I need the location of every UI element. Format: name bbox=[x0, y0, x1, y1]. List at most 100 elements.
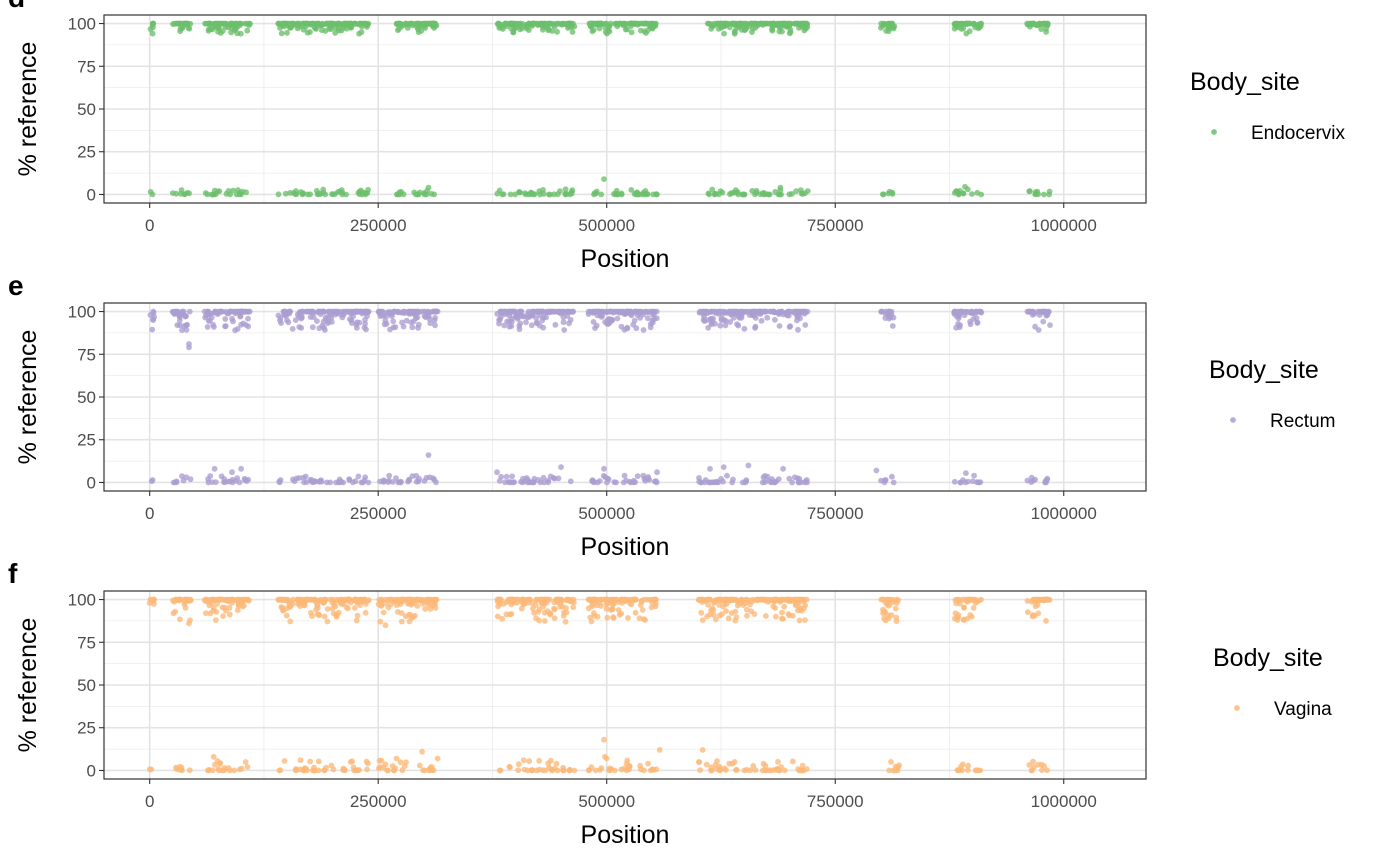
data-point bbox=[772, 316, 778, 323]
data-point bbox=[640, 327, 647, 333]
data-point bbox=[182, 605, 189, 611]
data-point bbox=[718, 476, 724, 482]
data-point bbox=[611, 191, 617, 197]
data-point bbox=[961, 604, 967, 611]
data-point bbox=[594, 308, 601, 315]
data-point bbox=[146, 766, 153, 773]
data-point bbox=[494, 190, 501, 197]
data-point bbox=[405, 309, 412, 316]
data-point bbox=[775, 758, 781, 765]
data-point bbox=[324, 479, 330, 486]
data-point bbox=[1032, 191, 1039, 198]
data-point bbox=[721, 765, 728, 772]
data-point bbox=[279, 605, 286, 611]
data-point bbox=[402, 613, 409, 620]
data-point bbox=[237, 20, 244, 27]
data-point bbox=[380, 477, 387, 484]
data-point bbox=[738, 20, 744, 27]
data-point bbox=[781, 603, 788, 610]
data-point bbox=[618, 190, 625, 197]
data-point bbox=[394, 596, 401, 603]
data-point bbox=[720, 464, 727, 470]
data-point bbox=[503, 473, 510, 480]
data-point bbox=[632, 479, 638, 485]
data-point bbox=[551, 475, 558, 482]
data-point bbox=[719, 308, 726, 315]
data-point bbox=[1027, 21, 1034, 28]
data-point bbox=[316, 598, 322, 604]
data-point bbox=[639, 607, 646, 613]
data-point bbox=[327, 596, 334, 603]
data-point bbox=[978, 309, 985, 316]
data-point bbox=[290, 20, 296, 27]
data-point bbox=[415, 321, 422, 328]
y-tick-label: 0 bbox=[87, 473, 96, 492]
data-point bbox=[553, 760, 560, 767]
data-point bbox=[296, 309, 303, 316]
data-point bbox=[626, 20, 632, 27]
data-point bbox=[348, 317, 355, 324]
data-point bbox=[525, 308, 532, 315]
data-point bbox=[432, 596, 439, 603]
data-point bbox=[415, 478, 422, 485]
data-point bbox=[345, 596, 352, 603]
data-point bbox=[562, 186, 569, 193]
data-point bbox=[546, 764, 552, 771]
data-point bbox=[721, 317, 728, 323]
data-point bbox=[754, 596, 761, 603]
data-point bbox=[537, 191, 543, 198]
data-point bbox=[567, 596, 574, 603]
data-point bbox=[399, 767, 406, 774]
data-point bbox=[228, 29, 235, 36]
series-Vagina bbox=[146, 596, 1053, 774]
data-point bbox=[1032, 476, 1038, 483]
data-point bbox=[593, 190, 599, 197]
data-point bbox=[173, 764, 180, 771]
data-point bbox=[421, 191, 428, 198]
data-point bbox=[716, 612, 723, 619]
data-point bbox=[592, 325, 598, 331]
data-point bbox=[245, 309, 252, 315]
data-point bbox=[215, 28, 221, 35]
data-point bbox=[501, 322, 508, 329]
data-point bbox=[287, 618, 294, 625]
data-point bbox=[603, 601, 610, 608]
x-tick-label: 250000 bbox=[350, 216, 407, 235]
data-point bbox=[623, 477, 630, 484]
data-point bbox=[722, 322, 729, 329]
data-point bbox=[362, 609, 369, 616]
data-point bbox=[697, 308, 703, 315]
panel-e: 0 25 50 75 100 0 250000 500000 750000 1000000 Posi… bbox=[8, 270, 1335, 561]
data-point bbox=[290, 596, 296, 603]
data-point bbox=[726, 308, 733, 315]
data-point bbox=[328, 762, 335, 769]
data-point bbox=[637, 27, 644, 34]
data-point bbox=[634, 312, 641, 318]
data-point bbox=[771, 596, 777, 603]
data-point bbox=[182, 313, 189, 320]
data-point bbox=[526, 758, 533, 765]
data-point bbox=[278, 320, 284, 326]
data-point bbox=[423, 20, 430, 27]
data-point bbox=[1043, 618, 1049, 624]
data-point bbox=[734, 189, 741, 196]
data-point bbox=[552, 321, 559, 328]
data-point bbox=[762, 479, 768, 486]
data-point bbox=[148, 478, 155, 485]
data-point bbox=[364, 313, 370, 319]
data-point bbox=[959, 308, 965, 315]
data-point bbox=[291, 478, 298, 485]
data-point bbox=[425, 452, 432, 458]
data-point bbox=[763, 613, 769, 619]
data-point bbox=[712, 616, 719, 623]
data-point bbox=[307, 758, 313, 765]
data-point bbox=[646, 596, 653, 603]
data-point bbox=[170, 597, 176, 604]
data-point bbox=[178, 187, 185, 193]
data-point bbox=[567, 478, 574, 485]
data-point bbox=[960, 25, 967, 32]
legend-label: Endocervix bbox=[1251, 123, 1345, 144]
data-point bbox=[594, 479, 601, 486]
data-point bbox=[794, 475, 801, 482]
data-point bbox=[216, 596, 223, 603]
